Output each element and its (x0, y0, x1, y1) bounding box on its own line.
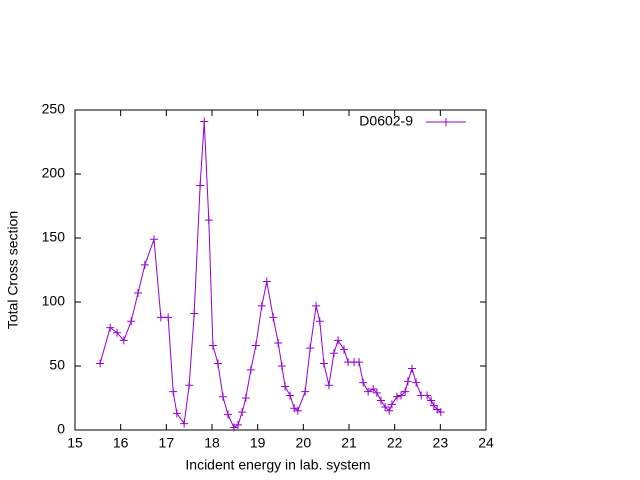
data-point (364, 387, 373, 396)
data-point (281, 382, 290, 391)
data-point (180, 419, 189, 428)
data-point (339, 345, 348, 354)
plot-frame (74, 109, 487, 431)
data-point (387, 400, 396, 409)
data-point (403, 377, 412, 386)
data-point (246, 365, 255, 374)
data-point (286, 391, 295, 400)
data-point (324, 381, 333, 390)
x-tick-label: 23 (433, 435, 449, 451)
y-tick-label: 0 (57, 421, 65, 437)
data-point (315, 317, 324, 326)
data-point (169, 387, 178, 396)
data-point (127, 317, 136, 326)
data-point (293, 406, 302, 415)
data-point (429, 401, 438, 410)
data-point (241, 394, 250, 402)
y-tick-label: 100 (42, 293, 66, 309)
data-point (355, 358, 364, 367)
data-point (150, 235, 159, 244)
data-point (208, 341, 217, 350)
x-tick-label: 19 (250, 435, 266, 451)
data-point (301, 387, 310, 396)
data-point (238, 408, 247, 417)
data-point (334, 336, 343, 345)
data-point (427, 396, 436, 405)
x-tick-label: 24 (478, 435, 494, 451)
data-point (385, 406, 394, 415)
data-point (401, 387, 410, 396)
data-point (369, 385, 378, 394)
data-point (204, 216, 213, 225)
x-tick-label: 21 (341, 435, 357, 451)
y-tick-label: 200 (42, 165, 66, 181)
data-point (172, 409, 181, 418)
data-point (164, 313, 173, 322)
x-tick-label: 17 (159, 435, 175, 451)
data-point (140, 260, 149, 269)
data-point (106, 323, 115, 332)
data-point (96, 359, 105, 368)
data-point (229, 423, 238, 432)
y-axis-label: Total Cross section (5, 211, 21, 329)
y-tick-label: 150 (42, 229, 66, 245)
data-point (423, 391, 432, 400)
data-point (196, 181, 205, 190)
data-point (234, 420, 243, 429)
data-point (408, 364, 417, 373)
x-tick-label: 15 (67, 435, 83, 451)
data-point (436, 408, 445, 417)
data-point (269, 313, 278, 322)
data-point (223, 410, 232, 419)
data-point (156, 313, 165, 322)
data-point (381, 402, 390, 411)
legend-label: D0602-9 (359, 113, 413, 129)
data-point (134, 289, 143, 298)
data-point (372, 388, 381, 397)
x-tick-label: 22 (387, 435, 403, 451)
data-point (277, 362, 286, 370)
y-tick-label: 50 (49, 357, 65, 373)
data-point (200, 117, 209, 126)
data-point (306, 344, 315, 353)
x-tick-label: 20 (296, 435, 312, 451)
data-point (376, 396, 385, 405)
x-axis-label: Incident energy in lab. system (185, 457, 370, 473)
data-point (213, 359, 222, 368)
data-point (274, 338, 283, 347)
data-point (359, 378, 368, 387)
data-point (319, 359, 328, 368)
data-point (257, 301, 266, 310)
legend-marker (442, 118, 450, 126)
data-point (185, 381, 194, 390)
data-point (262, 277, 271, 286)
data-point (251, 341, 260, 350)
data-point (412, 378, 421, 387)
data-point (119, 336, 128, 345)
data-point (329, 349, 338, 358)
data-point (312, 301, 321, 310)
x-tick-label: 16 (113, 435, 129, 451)
data-point (392, 392, 401, 401)
y-tick-label: 250 (42, 101, 66, 117)
data-point (218, 392, 227, 401)
data-point (190, 309, 199, 318)
data-point (397, 391, 406, 400)
data-point (113, 328, 122, 337)
x-tick-label: 18 (204, 435, 220, 451)
data-line (99, 121, 442, 429)
